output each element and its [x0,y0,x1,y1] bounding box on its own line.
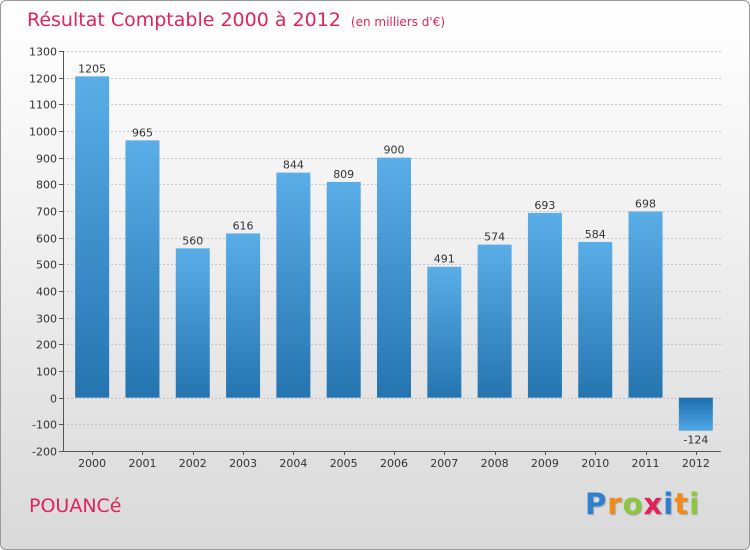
data-label: 900 [384,144,405,157]
data-label: 616 [233,219,254,232]
bar [75,76,110,398]
bar [527,212,562,398]
y-tick-label: 0 [50,393,57,406]
logo-letter: i [663,487,675,521]
x-tick-label: 2002 [179,457,207,470]
y-tick-label: 100 [36,366,57,379]
logo-letter: x [643,487,664,521]
x-tick-label: 2000 [78,457,106,470]
logo-letter: i [689,487,701,521]
y-tick-label: 200 [36,339,57,352]
bar [628,211,663,398]
bar [477,244,512,398]
y-tick-label: 800 [36,179,57,192]
bar [226,233,261,398]
bar [427,266,462,398]
bar [678,397,713,431]
x-tick-label: 2005 [330,457,358,470]
y-tick-label: 1200 [29,73,57,86]
y-tick-label: -200 [32,446,57,459]
data-label: 584 [585,228,606,241]
logo-letter: r [607,487,623,521]
x-tick-label: 2011 [632,457,660,470]
chart-title: Résultat Comptable 2000 à 2012 (en millie… [27,9,445,31]
data-label: 809 [333,168,354,181]
value-labels: 1205 965 560 616 844 809 900 491 574 693 584 698 -12… [78,62,708,446]
bar [276,172,311,398]
x-tick-label: 2001 [128,457,156,470]
x-tick-label: 2003 [229,457,257,470]
logo-letter: o [622,487,644,521]
axes: -200 -100 0 100 200 300 400 500 600 700 800 900 1000… [29,46,721,470]
commune-name: POUANCé [29,495,122,517]
y-tick-label: 700 [36,206,57,219]
y-tick-label: 1000 [29,126,57,139]
x-tick-label: 2012 [682,457,710,470]
x-tick-label: 2008 [481,457,509,470]
data-label: -124 [683,434,708,447]
x-tick-label: 2004 [279,457,307,470]
data-label: 560 [182,234,203,247]
x-tick-label: 2006 [380,457,408,470]
proxiti-logo: Proxiti [585,487,700,521]
y-tick-label: 500 [36,259,57,272]
y-tick-label: 400 [36,286,57,299]
bar [125,140,160,398]
data-label: 844 [283,159,304,172]
bar [175,248,210,398]
bars [75,76,713,431]
y-tick-label: -100 [32,419,57,432]
y-tick-label: 1100 [29,99,57,112]
chart-subtitle: (en milliers d'€) [350,15,446,29]
data-label: 1205 [78,62,106,75]
y-tick-label: 900 [36,153,57,166]
x-tick-label: 2007 [430,457,458,470]
data-label: 693 [534,199,555,212]
y-tick-label: 300 [36,313,57,326]
bar [578,241,613,398]
y-tick-label: 600 [36,233,57,246]
logo-letter: t [674,487,690,521]
x-tick-label: 2009 [531,457,559,470]
data-label: 965 [132,126,153,139]
bar [377,157,411,398]
y-tick-label: 1300 [29,46,57,59]
data-label: 698 [635,198,656,211]
bar [326,181,361,398]
data-label: 574 [484,231,505,244]
chart-title-text: Résultat Comptable 2000 à 2012 [27,9,341,31]
logo-letter: P [585,487,608,521]
data-label: 491 [434,253,455,266]
x-tick-label: 2010 [581,457,609,470]
